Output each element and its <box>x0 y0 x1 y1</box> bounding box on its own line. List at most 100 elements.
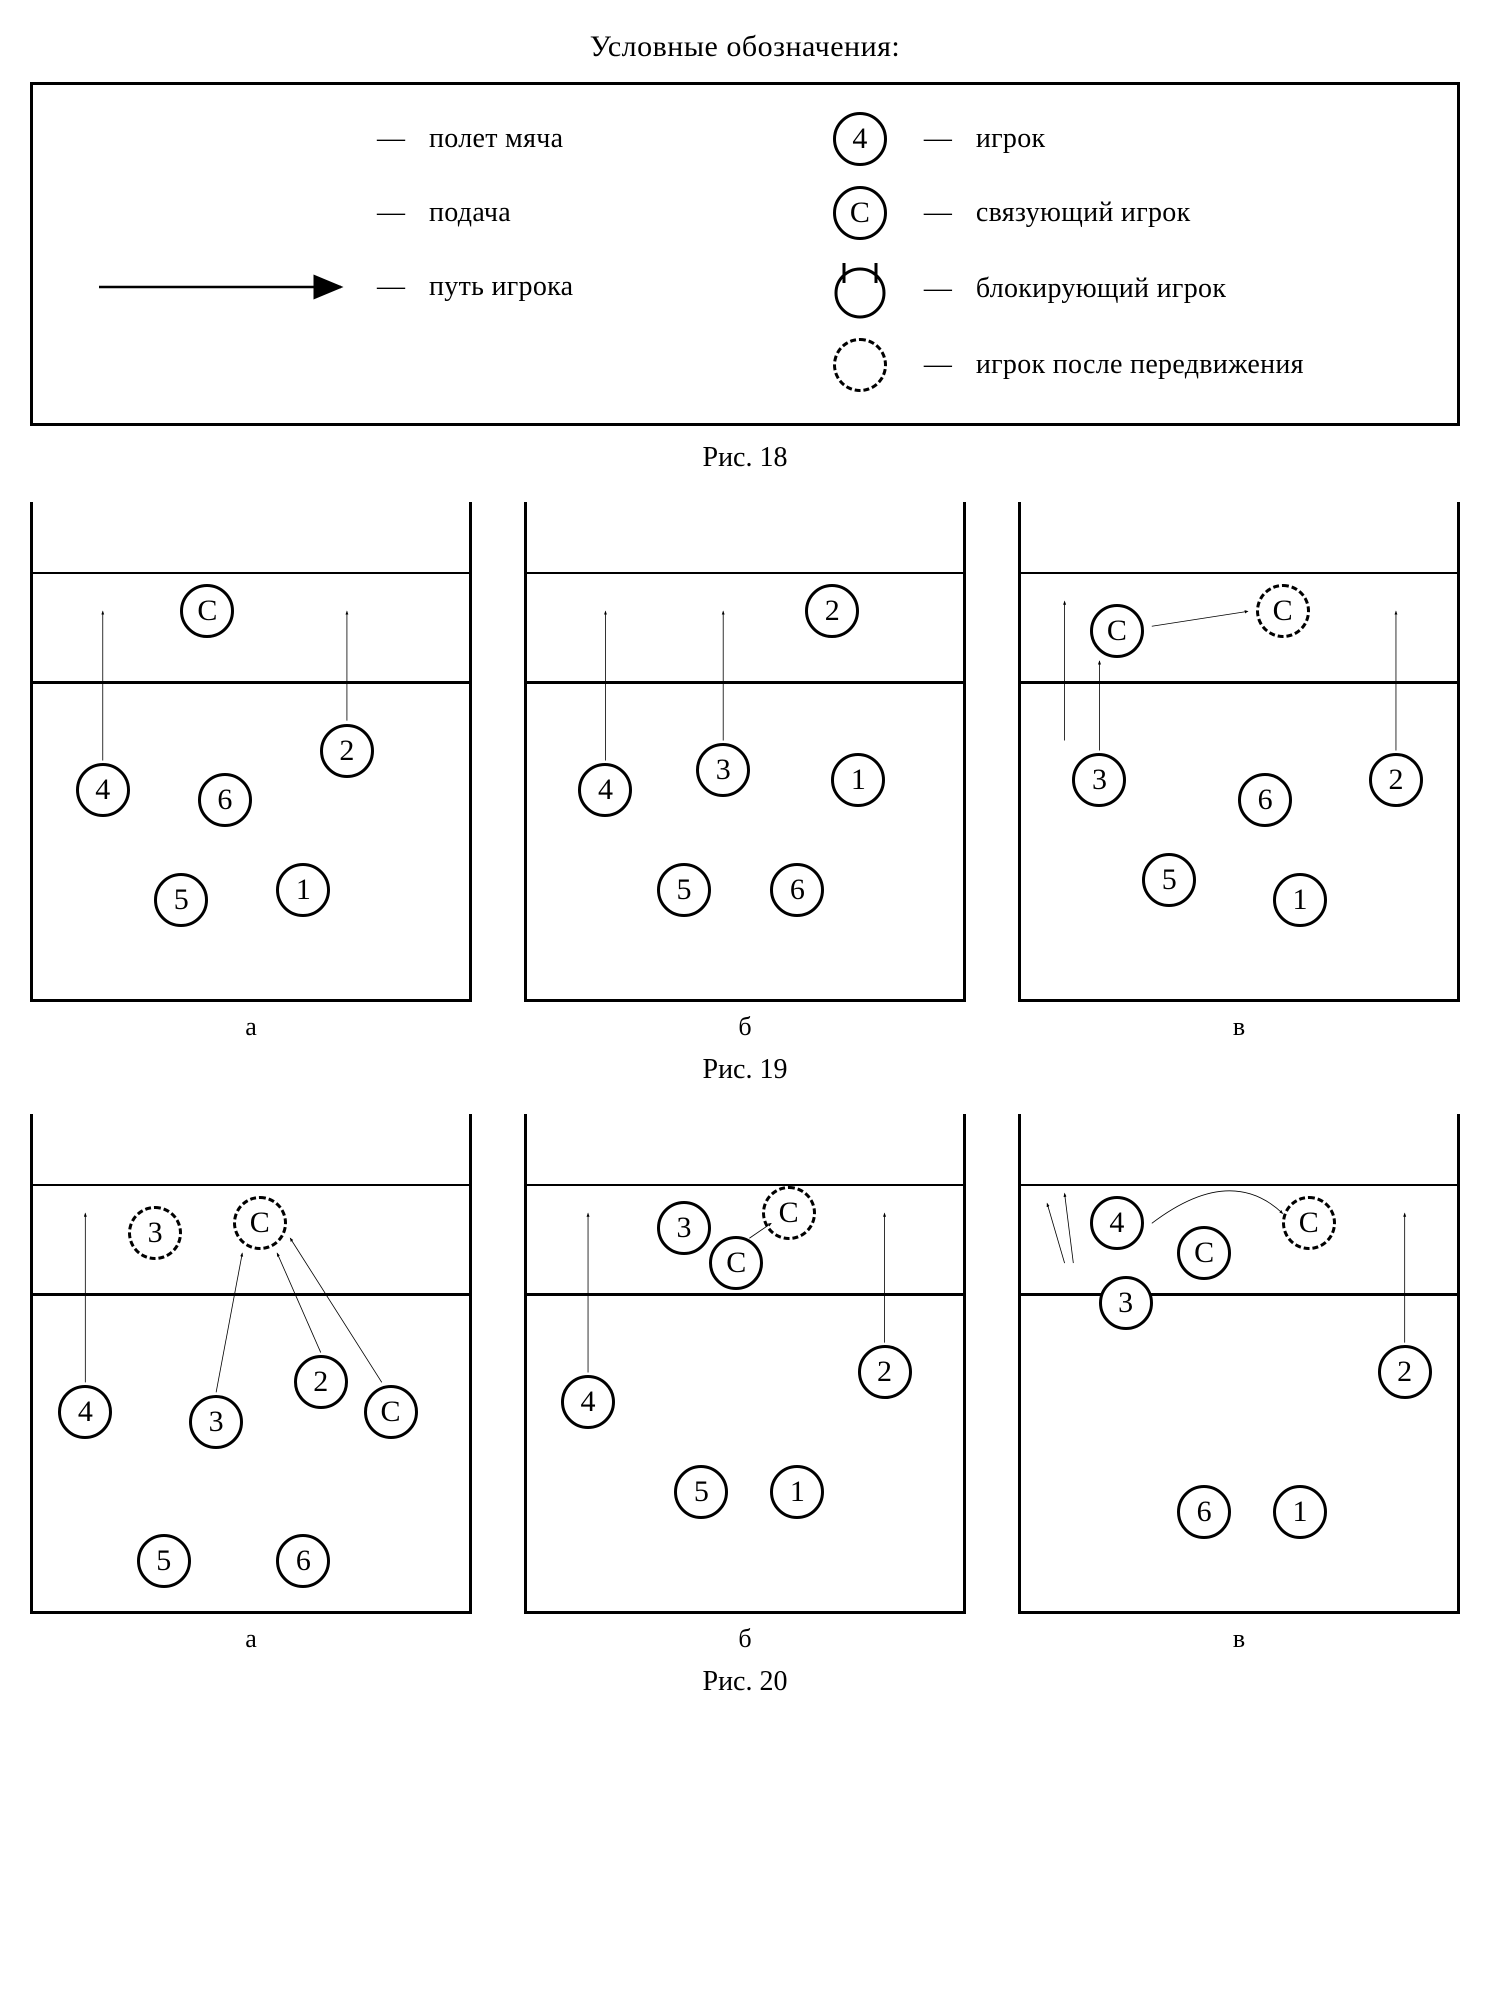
player-circle: 4 <box>561 1375 615 1429</box>
player-circle: 2 <box>320 724 374 778</box>
legend-label: блокирующий игрок <box>976 273 1226 305</box>
blocker-circle-icon <box>820 259 900 319</box>
movement-arrow <box>1047 1203 1064 1263</box>
player-circle: 4 <box>58 1385 112 1439</box>
net-line <box>30 572 472 574</box>
player-circle: 3 <box>1099 1276 1153 1330</box>
player-circle: 3 <box>1072 753 1126 807</box>
player-circle: 4 <box>578 763 632 817</box>
dash-icon: — <box>924 349 952 381</box>
dash-icon: — <box>924 123 952 155</box>
arrows-overlay <box>1021 502 1457 999</box>
figure-caption-19: Рис. 19 <box>30 1054 1460 1086</box>
player-circle: С <box>1177 1226 1231 1280</box>
panel-sublabel: б <box>524 1012 966 1042</box>
player-circle: 4 <box>76 763 130 817</box>
player-circle: 5 <box>137 1534 191 1588</box>
movement-curve <box>1152 1191 1283 1224</box>
panel-sublabel: в <box>1018 1624 1460 1654</box>
dash-icon: — <box>377 197 405 229</box>
court-panel: С С 3 65 2 1 в <box>1018 502 1460 1042</box>
movement-arrow <box>277 1253 321 1352</box>
court-panel: 3С432С56а <box>30 1114 472 1654</box>
attack-line <box>30 681 472 684</box>
player-circle: 2 <box>805 584 859 638</box>
player-circle: С <box>364 1385 418 1439</box>
attack-line <box>524 681 966 684</box>
net-line <box>1018 1184 1460 1186</box>
attack-line <box>30 1293 472 1296</box>
legend-row-ball-flight: — полет мяча <box>73 111 730 167</box>
dash-icon: — <box>377 271 405 303</box>
player-circle: 6 <box>1238 773 1292 827</box>
legend-left-column: — полет мяча — подача — путь игрока <box>73 111 730 393</box>
court-panel: 3СС4251б <box>524 1114 966 1654</box>
player-circle: 1 <box>1273 873 1327 927</box>
figure-19-row: С42651а243156бСС36521в <box>30 502 1460 1042</box>
movement-arrow <box>216 1253 242 1392</box>
attack-line <box>1018 681 1460 684</box>
player-circle: 2 <box>1378 1345 1432 1399</box>
player-circle: 6 <box>770 863 824 917</box>
player-circle: 1 <box>770 1465 824 1519</box>
court-panel: 4СС3261в <box>1018 1114 1460 1654</box>
legend-right-column: 4 — игрок С — связующий игрок — блокирую… <box>820 111 1417 393</box>
dash-icon: — <box>377 123 405 155</box>
player-circle: 5 <box>674 1465 728 1519</box>
player-circle: 6 <box>1177 1485 1231 1539</box>
legend-label: полет мяча <box>429 123 563 155</box>
figure-caption-20: Рис. 20 <box>30 1666 1460 1698</box>
arrows-overlay <box>33 502 469 999</box>
player-circle: С <box>180 584 234 638</box>
legend-label: подача <box>429 197 511 229</box>
player-circle: 3 <box>189 1395 243 1449</box>
dashed-circle-icon <box>820 338 900 392</box>
dash-icon: — <box>924 197 952 229</box>
player-circle-icon: 4 <box>820 112 900 166</box>
arrows-overlay <box>33 1114 469 1611</box>
court-area: С42651 <box>30 502 472 1002</box>
player-circle: 5 <box>154 873 208 927</box>
player-circle: 2 <box>1369 753 1423 807</box>
panel-sublabel: а <box>30 1624 472 1654</box>
arrows-overlay <box>527 502 963 999</box>
attack-line <box>1018 1293 1460 1296</box>
player-circle: 1 <box>276 863 330 917</box>
legend-box: — полет мяча — подача — путь игрока 4 <box>30 82 1460 426</box>
panel-sublabel: а <box>30 1012 472 1042</box>
player-circle: С <box>1090 604 1144 658</box>
net-line <box>1018 572 1460 574</box>
player-dashed-circle: С <box>233 1196 287 1250</box>
movement-arrow <box>1065 1194 1074 1264</box>
legend-label: игрок после передвижения <box>976 349 1304 381</box>
figure-caption-18: Рис. 18 <box>30 442 1460 474</box>
player-circle: 5 <box>1142 853 1196 907</box>
player-path-arrow-icon <box>73 272 353 302</box>
movement-arrow <box>1152 611 1248 626</box>
legend-row-player: 4 — игрок <box>820 111 1417 167</box>
player-circle: 3 <box>696 743 750 797</box>
legend-label: связующий игрок <box>976 197 1191 229</box>
legend-row-after-move: — игрок после передвижения <box>820 337 1417 393</box>
court-area: 4СС3261 <box>1018 1114 1460 1614</box>
legend-row-setter: С — связующий игрок <box>820 185 1417 241</box>
court-area: 3С432С56 <box>30 1114 472 1614</box>
court-area: С С 3 65 2 1 <box>1018 502 1460 1002</box>
dash-icon: — <box>924 273 952 305</box>
player-circle: 1 <box>831 753 885 807</box>
panel-sublabel: в <box>1018 1012 1460 1042</box>
setter-circle-icon: С <box>820 186 900 240</box>
player-circle: 4 <box>1090 1196 1144 1250</box>
player-circle: С <box>709 1236 763 1290</box>
player-circle: 5 <box>657 863 711 917</box>
player-dashed-circle: С <box>1256 584 1310 638</box>
net-line <box>524 1184 966 1186</box>
player-dashed-circle: С <box>762 1186 816 1240</box>
court-area: 3СС4251 <box>524 1114 966 1614</box>
player-circle: 1 <box>1273 1485 1327 1539</box>
player-circle: 2 <box>858 1345 912 1399</box>
player-dashed-circle: С <box>1282 1196 1336 1250</box>
player-dashed-circle: 3 <box>128 1206 182 1260</box>
court-panel: С42651а <box>30 502 472 1042</box>
player-circle: 6 <box>276 1534 330 1588</box>
